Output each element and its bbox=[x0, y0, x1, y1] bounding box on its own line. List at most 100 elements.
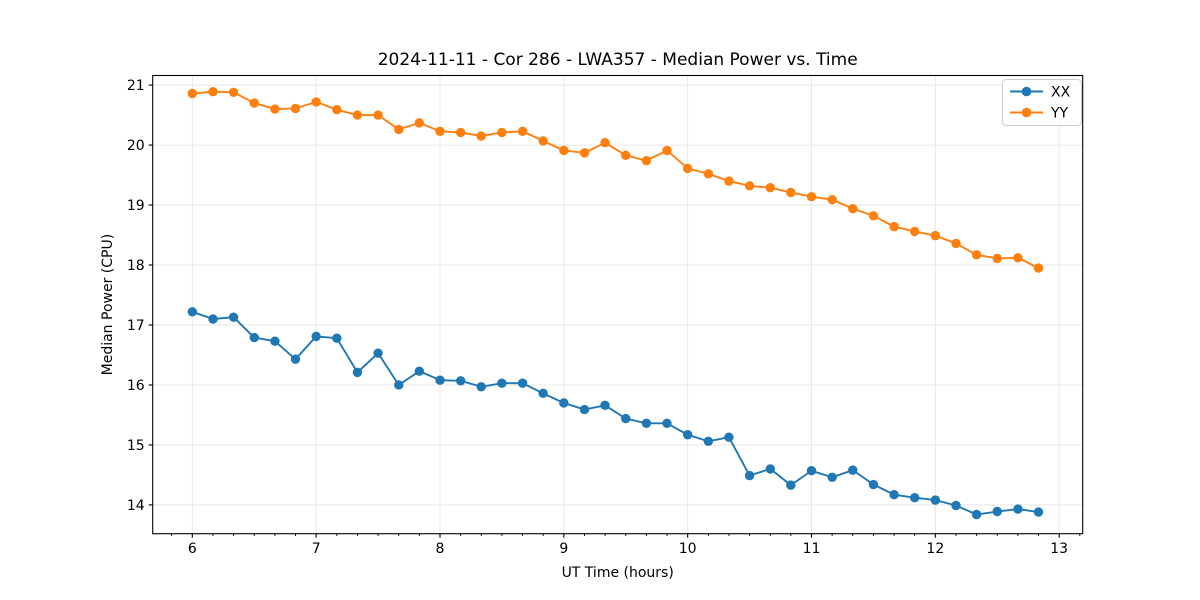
data-point-xx bbox=[641, 418, 652, 429]
data-point-yy bbox=[579, 148, 590, 158]
data-point-xx bbox=[889, 490, 899, 500]
legend: XX YY bbox=[1002, 79, 1082, 126]
data-point-xx bbox=[1013, 504, 1023, 514]
x-tick-label: 11 bbox=[803, 541, 821, 557]
data-point-xx bbox=[497, 378, 507, 388]
data-point-yy bbox=[187, 88, 198, 99]
grid-lines bbox=[152, 75, 1083, 534]
data-point-yy bbox=[290, 103, 301, 114]
data-point-xx bbox=[930, 495, 941, 505]
y-tick-label: 21 bbox=[127, 78, 145, 94]
data-point-yy bbox=[559, 145, 569, 156]
plot-border bbox=[152, 74, 1084, 535]
data-point-xx bbox=[311, 331, 321, 342]
y-tick-label: 18 bbox=[127, 258, 145, 274]
data-point-yy bbox=[951, 238, 961, 249]
series-line-xx bbox=[192, 310, 1039, 516]
data-point-xx bbox=[579, 404, 590, 415]
data-point-xx bbox=[208, 314, 218, 324]
data-point-yy bbox=[455, 127, 466, 138]
data-point-yy bbox=[703, 169, 714, 179]
y-axis-label: Median Power (CPU) bbox=[100, 234, 116, 376]
data-point-xx bbox=[187, 307, 198, 317]
data-point-yy bbox=[352, 110, 363, 120]
legend-item-xx: XX bbox=[1010, 85, 1071, 101]
data-point-yy bbox=[414, 118, 425, 128]
data-point-xx bbox=[270, 336, 280, 346]
data-point-xx bbox=[621, 413, 631, 424]
data-point-xx bbox=[992, 506, 1002, 517]
x-tick-label: 13 bbox=[1050, 541, 1068, 557]
data-point-xx bbox=[290, 354, 301, 364]
data-point-yy bbox=[600, 137, 610, 148]
data-point-yy bbox=[332, 104, 342, 115]
data-point-xx bbox=[394, 380, 404, 390]
data-point-yy bbox=[992, 253, 1002, 264]
data-point-xx bbox=[373, 348, 383, 358]
y-tick-label: 17 bbox=[127, 318, 145, 334]
x-tick-label: 12 bbox=[926, 541, 944, 557]
data-point-xx bbox=[971, 509, 982, 520]
legend-marker-yy bbox=[1021, 107, 1032, 118]
data-point-xx bbox=[435, 375, 445, 385]
data-point-yy bbox=[786, 187, 796, 198]
data-point-yy bbox=[744, 181, 755, 191]
x-tick-label: 7 bbox=[312, 541, 321, 557]
data-point-xx bbox=[600, 400, 610, 411]
data-point-yy bbox=[270, 104, 280, 114]
data-point-yy bbox=[662, 145, 672, 156]
y-tick-label: 14 bbox=[127, 498, 145, 514]
data-point-yy bbox=[208, 86, 218, 97]
data-point-yy bbox=[641, 155, 652, 166]
legend-label-yy: YY bbox=[1050, 106, 1069, 122]
data-point-xx bbox=[228, 312, 239, 322]
data-point-yy bbox=[1033, 263, 1044, 273]
data-point-xx bbox=[476, 382, 486, 392]
data-point-yy bbox=[827, 194, 837, 205]
data-point-xx bbox=[848, 465, 858, 475]
data-point-yy bbox=[517, 126, 528, 136]
legend-marker-xx bbox=[1021, 86, 1032, 97]
data-point-yy bbox=[909, 226, 920, 237]
x-tick-label: 8 bbox=[436, 541, 445, 557]
data-point-xx bbox=[868, 479, 879, 490]
data-point-xx bbox=[662, 418, 672, 429]
data-point-xx bbox=[909, 493, 920, 503]
data-point-yy bbox=[889, 221, 899, 232]
chart-title: 2024-11-11 - Cor 286 - LWA357 - Median P… bbox=[378, 50, 858, 70]
data-point-yy bbox=[249, 98, 259, 108]
data-point-yy bbox=[435, 126, 445, 136]
data-point-xx bbox=[455, 376, 466, 386]
data-point-xx bbox=[332, 333, 342, 343]
data-point-xx bbox=[724, 432, 734, 442]
data-point-xx bbox=[951, 500, 961, 511]
legend-item-yy: YY bbox=[1010, 106, 1069, 122]
data-point-yy bbox=[682, 163, 693, 174]
axes bbox=[148, 74, 1084, 538]
data-point-xx bbox=[703, 436, 714, 447]
y-tick-label: 20 bbox=[127, 138, 145, 154]
tick-labels: 6 7 8 9 10 11 12 13 14 15 16 17 18 19 20 21 bbox=[127, 78, 1068, 557]
legend-label-xx: XX bbox=[1051, 85, 1071, 101]
data-point-yy bbox=[497, 127, 507, 138]
data-point-xx bbox=[806, 466, 817, 476]
data-point-xx bbox=[517, 378, 528, 388]
data-point-xx bbox=[414, 366, 425, 376]
data-point-yy bbox=[806, 191, 817, 202]
data-point-yy bbox=[373, 110, 383, 120]
data-point-yy bbox=[971, 250, 982, 260]
x-tick-label: 6 bbox=[188, 541, 197, 557]
data-point-xx bbox=[559, 398, 569, 408]
y-tick-label: 15 bbox=[127, 438, 145, 454]
x-tick-label: 10 bbox=[679, 541, 697, 557]
y-tick-label: 19 bbox=[127, 198, 145, 214]
data-point-yy bbox=[724, 176, 734, 186]
x-axis-label: UT Time (hours) bbox=[562, 565, 674, 581]
data-point-xx bbox=[765, 464, 775, 474]
data-point-yy bbox=[868, 211, 879, 221]
data-point-yy bbox=[228, 87, 239, 97]
data-point-xx bbox=[352, 367, 363, 378]
data-point-yy bbox=[311, 97, 321, 107]
